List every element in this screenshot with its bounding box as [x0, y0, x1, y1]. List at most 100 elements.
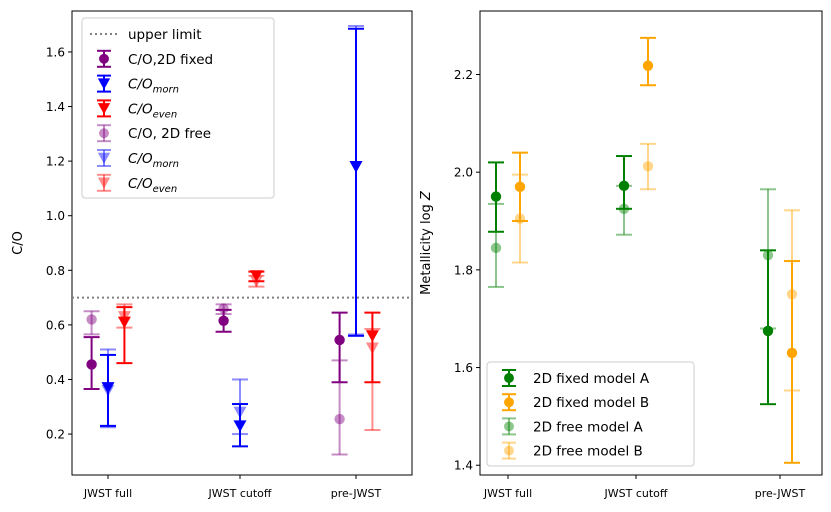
x-category-label: JWST full [83, 487, 132, 500]
legend-item: C/Omorn [97, 74, 179, 96]
error-bar [83, 310, 100, 336]
legend-errorbar-swatch [97, 149, 111, 167]
x-category-label: JWST cutoff [208, 487, 272, 500]
series-3 [512, 142, 800, 392]
legend-marker [504, 421, 514, 432]
data-point [786, 289, 798, 300]
data-point [349, 161, 363, 173]
error-bar [348, 27, 364, 337]
series-5 [116, 274, 381, 431]
series-4 [100, 25, 364, 436]
legend-item: C/O,2D fixed [97, 49, 213, 68]
data-point [117, 311, 131, 323]
legend-item: C/Omorn [97, 149, 179, 170]
data-point [514, 213, 526, 224]
legend-box [486, 361, 695, 467]
legend-label: 2D fixed model B [533, 395, 649, 411]
data-point [117, 316, 131, 329]
y-tick-label: 1.6 [454, 361, 473, 375]
legend-marker [504, 445, 514, 456]
series-1 [512, 36, 800, 464]
y-tick-label: 1.4 [46, 100, 65, 114]
error-bar [116, 306, 133, 365]
data-point [642, 60, 654, 71]
legend-label: 2D fixed model A [533, 371, 650, 387]
data-point [233, 406, 247, 419]
data-point [365, 330, 379, 342]
legend-box [81, 17, 275, 199]
legend-errorbar-swatch [502, 441, 516, 460]
legend-label: C/Omorn [128, 77, 179, 96]
series-3 [83, 303, 348, 456]
data-point [101, 384, 115, 397]
legend-marker [504, 397, 514, 408]
data-point [349, 161, 363, 173]
error-bar [364, 327, 381, 431]
y-tick-label: 1.4 [454, 459, 473, 473]
data-point [762, 325, 774, 337]
y-tick-label: 0.6 [46, 318, 65, 332]
legend-item: 2D fixed model A [502, 369, 650, 387]
y-tick-label: 1.2 [46, 155, 65, 169]
legend-errorbar-swatch [97, 124, 111, 143]
legend-marker [97, 103, 111, 115]
series-0 [83, 308, 348, 391]
error-bar [364, 311, 381, 384]
legend-marker [99, 128, 109, 139]
legend-label: C/Oeven [128, 101, 177, 120]
error-bar [232, 378, 248, 436]
legend-item: 2D free model B [502, 441, 643, 460]
data-point [334, 413, 345, 425]
series-0 [488, 155, 776, 406]
legend: 2D fixed model A 2D fixed model B 2D free … [486, 361, 695, 467]
error-bar [784, 209, 800, 392]
legend-label: C/Oeven [128, 176, 177, 195]
data-point [618, 180, 630, 192]
legend-errorbar-swatch [502, 417, 516, 436]
legend-label: C/O,2D fixed [128, 52, 213, 68]
series-2 [116, 270, 381, 384]
x-category-label: pre-JWST [755, 487, 806, 500]
y-tick-label: 1.8 [454, 263, 473, 277]
y-tick-label: 2.2 [454, 68, 473, 82]
legend-errorbar-swatch [97, 173, 111, 192]
error-bar [100, 348, 116, 429]
legend-item: C/Oeven [97, 173, 177, 195]
data-point [233, 420, 247, 433]
data-point [101, 382, 115, 394]
data-point [249, 270, 263, 282]
data-point [490, 191, 502, 202]
data-point [86, 314, 97, 325]
co-ratio-panel: 0.2 0.4 0.6 0.8 1.0 1.2 1.4 1.6 JWST full JWST cu… [11, 10, 413, 500]
error-bar [784, 260, 800, 464]
data-point [365, 342, 379, 355]
error-bar [331, 311, 348, 384]
x-category-label: JWST full [483, 487, 532, 500]
y-tick-label: 0.8 [46, 264, 65, 278]
error-bar [760, 188, 776, 330]
axes-frame [71, 10, 413, 476]
axes-frame [479, 10, 823, 476]
y-tick-label: 2.0 [454, 166, 473, 180]
data-point [86, 359, 97, 370]
data-point [786, 347, 798, 359]
legend-label: C/Omorn [128, 151, 179, 170]
legend-item: 2D free model A [502, 417, 644, 436]
legend-item: C/Oeven [97, 99, 177, 120]
y-tick-label: 1.6 [46, 45, 65, 59]
series-2 [488, 184, 776, 330]
legend-item: 2D fixed model B [502, 393, 649, 412]
error-bar [348, 25, 364, 336]
legend-marker [97, 78, 111, 90]
y-axis-label: Metallicity log Z [419, 190, 434, 295]
data-point [642, 161, 654, 172]
data-point [618, 203, 630, 215]
legend-marker [97, 177, 111, 189]
y-tick-label: 1.0 [46, 209, 65, 223]
y-axis-label-variable: Z [419, 190, 434, 201]
data-point [514, 181, 526, 193]
y-axis-label-prefix: Metallicity log [419, 204, 434, 295]
error-bar [331, 359, 348, 456]
legend-marker [97, 152, 111, 164]
